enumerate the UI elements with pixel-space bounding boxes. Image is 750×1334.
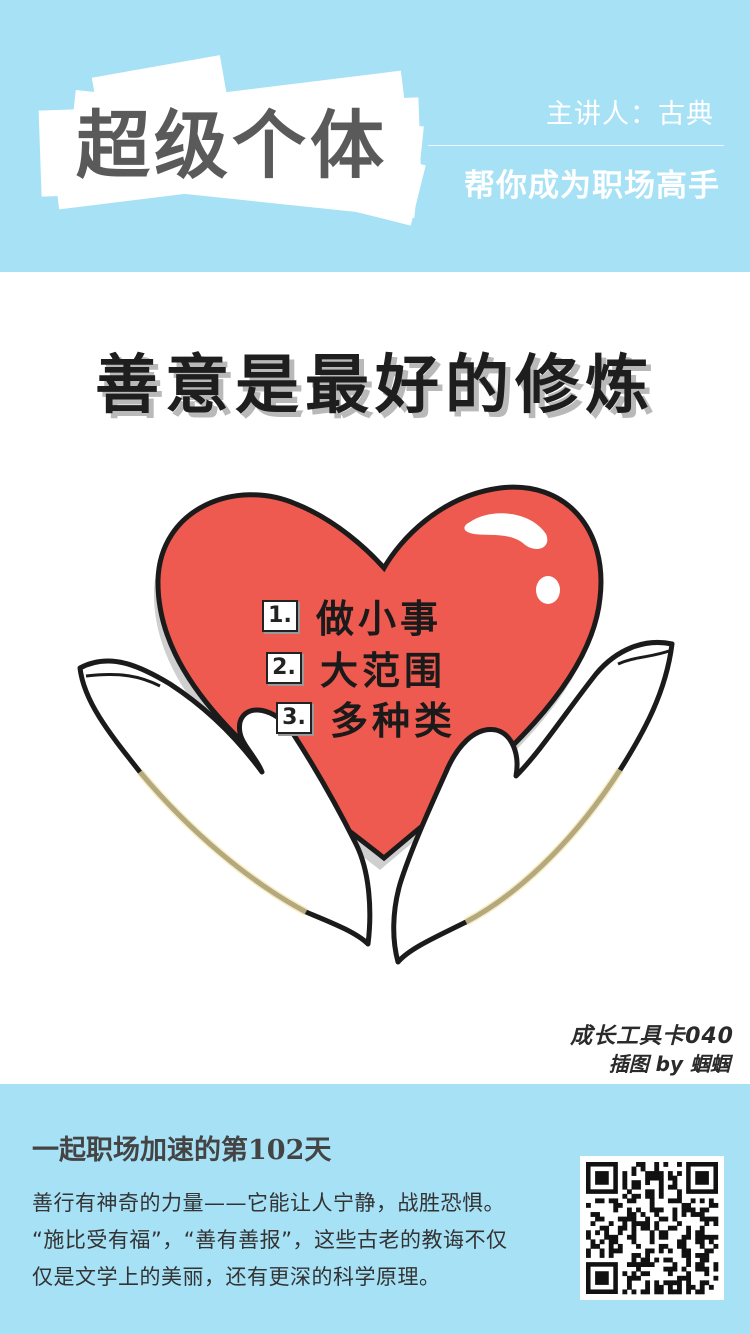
footer-panel: 一起职场加速的第102天 善行有神奇的力量——它能让人宁静，战胜恐惧。 “施比受… [0, 1084, 750, 1334]
speaker-label: 主讲人：古典 [546, 99, 714, 130]
card-number-label: 成长工具卡040 [570, 1024, 734, 1049]
item-number: 1. [262, 599, 298, 632]
day-title: 一起职场加速的第102天 [32, 1135, 332, 1166]
illustration-area: 善意是最好的修炼 1. 做小事 2. 大范围 3. 多种类 成长工具卡040 插… [0, 272, 750, 1084]
header-divider [428, 145, 724, 146]
series-title: 超级个体 [76, 103, 388, 189]
item-number: 3. [276, 701, 312, 734]
item-number: 2. [266, 651, 302, 684]
item-text: 多种类 [330, 699, 457, 743]
list-item: 2. 大范围 [266, 640, 446, 695]
heart-highlight-dot [536, 576, 560, 604]
body-line: 仅是文学上的美丽，还有更深的科学原理。 [32, 1265, 441, 1289]
heart-highlight [464, 513, 548, 549]
item-text: 大范围 [320, 649, 447, 693]
slogan-text: 帮你成为职场高手 [464, 168, 720, 204]
item-text: 做小事 [316, 597, 443, 641]
body-paragraph: 善行有神奇的力量——它能让人宁静，战胜恐惧。 “施比受有福”，“善有善报”，这些… [32, 1185, 557, 1296]
body-line: “施比受有福”，“善有善报”，这些古老的教诲不仅 [32, 1228, 508, 1252]
illustrator-credit: 插图 by 蝈蝈 [608, 1052, 730, 1076]
header-banner: 超级个体 主讲人：古典 帮你成为职场高手 [0, 0, 750, 272]
list-item: 3. 多种类 [276, 690, 456, 745]
body-line: 善行有神奇的力量——它能让人宁静，战胜恐惧。 [32, 1191, 505, 1215]
qr-code-graphic [586, 1162, 719, 1295]
qr-code-icon[interactable] [580, 1156, 724, 1300]
card-main-title: 善意是最好的修炼 [95, 349, 655, 423]
hands-holding-heart-illustration [77, 484, 675, 965]
list-item: 1. 做小事 [262, 588, 442, 643]
